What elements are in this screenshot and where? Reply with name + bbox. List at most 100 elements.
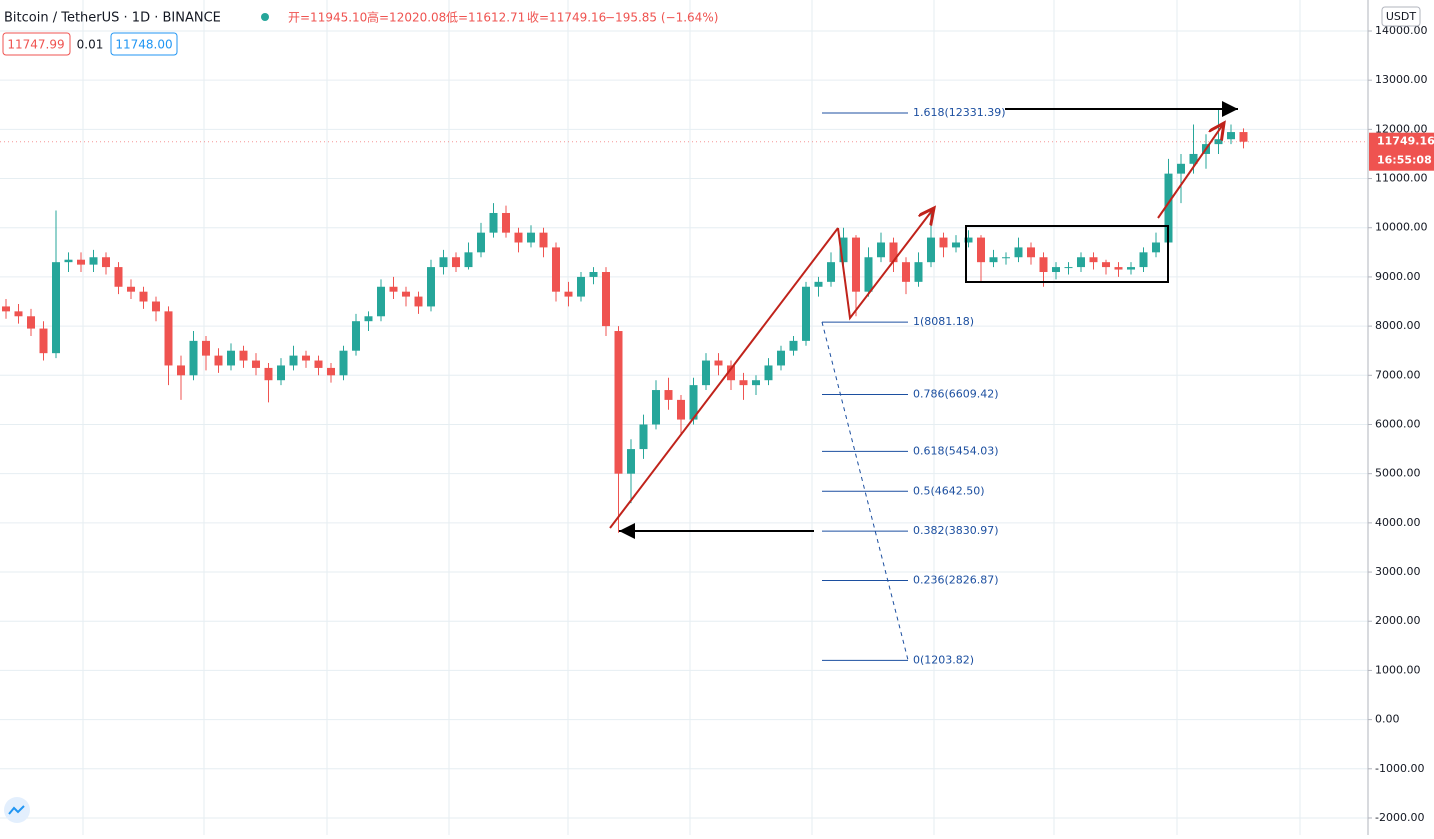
candle-body: [1164, 173, 1173, 243]
candle-body: [314, 360, 323, 368]
trend-line: [837, 208, 934, 321]
candle-body: [764, 365, 773, 381]
candle-body: [1127, 267, 1135, 270]
candle-body: [489, 212, 498, 233]
candle-body: [1064, 267, 1073, 269]
candle-body: [439, 257, 448, 268]
candle-body: [964, 237, 973, 243]
candle-body: [989, 257, 998, 263]
candle-body: [602, 272, 610, 327]
candle-body: [139, 291, 148, 302]
currency: USDT: [1386, 10, 1417, 23]
spread: 0.01: [77, 38, 104, 52]
fib-label: 0(1203.82): [913, 653, 974, 666]
candle-body: [1114, 267, 1123, 270]
candle-body: [827, 262, 835, 282]
ohlc-open: 开=11945.10: [288, 11, 367, 25]
candle-body: [464, 252, 473, 268]
candle-body: [152, 301, 160, 312]
candle-body: [1077, 257, 1085, 268]
fib-label: 0.5(4642.50): [913, 484, 985, 497]
candle-body: [589, 272, 598, 277]
candle-body: [927, 237, 935, 263]
candle-body: [777, 350, 785, 366]
fib-trend: [821, 321, 909, 661]
candle-body: [939, 237, 948, 248]
drawings: [609, 101, 1238, 661]
candle-body: [1139, 252, 1148, 268]
trend-line: [1157, 123, 1224, 219]
candle-body: [127, 286, 135, 292]
candle-body: [177, 365, 185, 376]
candle-body: [1052, 267, 1060, 273]
candle-body: [352, 321, 360, 351]
y-tick-label: 1000.00: [1375, 663, 1421, 676]
candle-body: [1014, 247, 1023, 258]
buy-box[interactable]: [110, 32, 178, 56]
candle-body: [27, 316, 35, 329]
candle-body: [1189, 153, 1198, 164]
candle-body: [1152, 242, 1160, 253]
candle-body: [789, 340, 798, 351]
candle-body: [1177, 163, 1185, 174]
currency-box[interactable]: [1381, 6, 1421, 27]
candle-body: [614, 331, 623, 474]
range-box: [965, 225, 1169, 283]
fib-label: 1(8081.18): [913, 315, 974, 328]
candle-body: [952, 242, 960, 248]
y-tick-label: 6000.00: [1375, 417, 1421, 430]
candle-body: [877, 242, 885, 258]
fib-label: 0.236(2826.87): [913, 574, 999, 587]
candle-body: [389, 286, 398, 292]
candle-body: [639, 424, 648, 450]
candle-body: [552, 247, 560, 292]
candle-body: [427, 267, 435, 307]
ask: 11748.00: [115, 38, 172, 52]
candle-body: [252, 360, 260, 368]
candle-body: [514, 232, 523, 243]
candle-body: [702, 360, 710, 386]
candle-body: [327, 367, 335, 376]
candle-body: [1039, 257, 1048, 273]
candle-body: [89, 257, 98, 265]
candle-body: [664, 390, 673, 400]
candle-body: [164, 311, 173, 366]
fib-label: 1.618(12331.39): [913, 106, 1006, 119]
candle-body: [914, 262, 923, 282]
y-tick-label: -2000.00: [1375, 811, 1424, 824]
candle-body: [114, 267, 123, 287]
y-tick-label: 9000.00: [1375, 270, 1421, 283]
y-tick-label: 11000.00: [1375, 172, 1428, 185]
candle-body: [539, 232, 548, 248]
candle-body: [714, 360, 723, 366]
sell-box[interactable]: [2, 32, 71, 56]
candle-body: [739, 380, 748, 386]
candle-body: [752, 380, 760, 386]
candle-body: [202, 340, 210, 356]
candle-body: [839, 237, 848, 263]
last-price: 11749.16: [1377, 135, 1434, 148]
candle-body: [677, 399, 685, 420]
bid: 11747.99: [7, 38, 64, 52]
ohlc-low: 低=11612.71: [446, 11, 525, 25]
candle-body: [864, 257, 873, 292]
candle-body: [227, 350, 235, 366]
fib-label: 0.618(5454.03): [913, 444, 999, 457]
logo-mark: [8, 805, 25, 815]
ohlc-close: 收=11749.16: [527, 11, 606, 25]
candle-body: [14, 311, 23, 317]
candle-body: [727, 365, 735, 381]
candle-body: [2, 306, 10, 312]
candle-body: [77, 259, 85, 265]
candle-body: [364, 316, 373, 322]
candle-body: [852, 237, 860, 292]
candle-body: [1214, 139, 1223, 145]
ohlc-high: 高=12020.08: [367, 10, 446, 25]
y-tick-label: 7000.00: [1375, 368, 1421, 381]
candle-body: [377, 286, 385, 317]
last-price-box: [1369, 132, 1434, 171]
candle-body: [902, 262, 910, 282]
candle-body: [802, 286, 810, 341]
candle-body: [889, 242, 898, 263]
y-tick-label: 8000.00: [1375, 319, 1421, 332]
